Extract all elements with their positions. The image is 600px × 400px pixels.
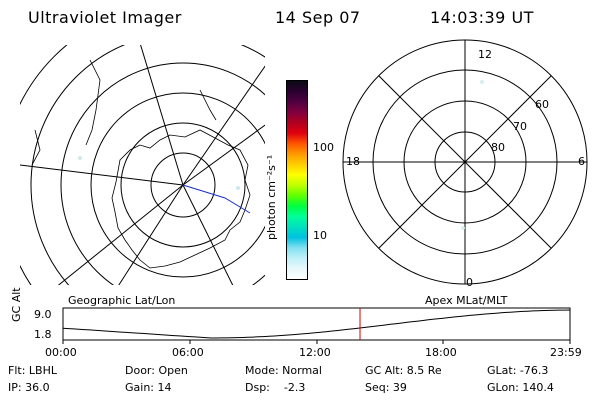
x-tick-1200: 12:00 bbox=[299, 346, 331, 359]
mode-status: Mode: Normal bbox=[245, 364, 322, 377]
glat-status: GLat: -76.3 bbox=[487, 364, 549, 377]
mlt-label-18: 18 bbox=[346, 155, 360, 168]
gain-status: Gain: 14 bbox=[125, 381, 172, 394]
glon-status: GLon: 140.4 bbox=[487, 381, 554, 394]
altitude-ylabel: GC Alt bbox=[10, 287, 23, 322]
x-tick-0600: 06:00 bbox=[172, 346, 204, 359]
x-tick-1800: 18:00 bbox=[425, 346, 457, 359]
altitude-ymax: 9.0 bbox=[34, 308, 52, 321]
dsp-status: Dsp: -2.3 bbox=[245, 381, 306, 394]
mlat-label-70: 70 bbox=[513, 120, 527, 133]
filter-status: Flt: LBHL bbox=[8, 364, 57, 377]
x-tick-2359: 23:59 bbox=[550, 346, 582, 359]
apex-caption: Apex MLat/MLT bbox=[425, 294, 508, 307]
colorbar bbox=[286, 80, 308, 280]
gc-alt-status: GC Alt: 8.5 Re bbox=[365, 364, 442, 377]
altitude-ymin: 1.8 bbox=[34, 328, 52, 341]
mlt-label-6: 6 bbox=[578, 155, 585, 168]
ip-status: IP: 36.0 bbox=[8, 381, 50, 394]
mlat-label-60: 60 bbox=[535, 98, 549, 111]
mlt-label-12: 12 bbox=[478, 48, 492, 61]
mlat-label-80: 80 bbox=[491, 141, 505, 154]
colorbar-tick-100: 100 bbox=[313, 141, 334, 154]
date-label: 14 Sep 07 bbox=[275, 8, 361, 27]
x-tick-0000: 00:00 bbox=[45, 346, 77, 359]
seq-status: Seq: 39 bbox=[365, 381, 407, 394]
time-label: 14:03:39 UT bbox=[430, 8, 534, 27]
app-title: Ultraviolet Imager bbox=[28, 8, 182, 27]
colorbar-tick-10: 10 bbox=[313, 229, 327, 242]
mlt-label-0: 0 bbox=[466, 276, 473, 289]
door-status: Door: Open bbox=[125, 364, 188, 377]
geographic-caption: Geographic Lat/Lon bbox=[68, 294, 176, 307]
